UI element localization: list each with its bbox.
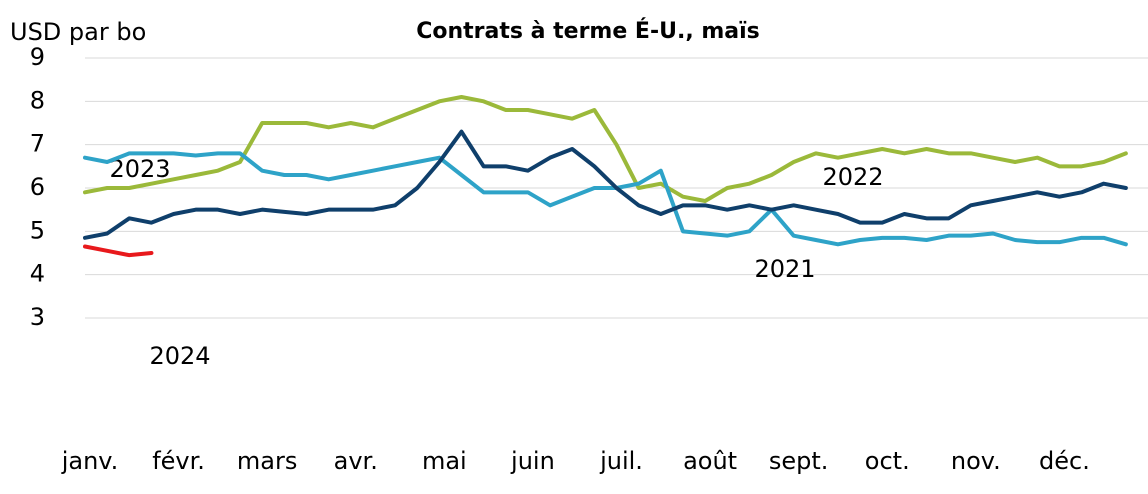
chart-title: Contrats à terme É-U., maïs xyxy=(416,18,760,44)
x-tick-label: avr. xyxy=(334,447,378,475)
y-tick-label: 6 xyxy=(30,173,45,201)
y-tick-label: 8 xyxy=(30,86,45,114)
y-tick-label: 4 xyxy=(30,260,45,288)
series-label: 2022 xyxy=(822,163,883,191)
x-tick-label: août xyxy=(683,447,737,475)
x-tick-label: janv. xyxy=(61,447,119,475)
y-tick-label: 9 xyxy=(30,43,45,71)
series-label: 2021 xyxy=(754,255,815,283)
x-tick-label: mai xyxy=(422,447,467,475)
x-tick-label: mars xyxy=(237,447,297,475)
series-label: 2023 xyxy=(109,155,170,183)
y-tick-label: 3 xyxy=(30,303,45,331)
x-tick-label: juin xyxy=(510,447,555,475)
x-tick-label: sept. xyxy=(769,447,829,475)
x-tick-label: déc. xyxy=(1039,447,1090,475)
x-tick-label: juil. xyxy=(599,447,643,475)
x-tick-label: oct. xyxy=(865,447,910,475)
x-tick-label: févr. xyxy=(152,447,205,475)
series-line xyxy=(83,244,154,258)
y-tick-label: 7 xyxy=(30,130,45,158)
series-line xyxy=(83,129,1128,240)
series-line xyxy=(83,95,1128,203)
x-tick-label: nov. xyxy=(951,447,1001,475)
y-axis-label: USD par bo xyxy=(10,18,146,46)
series-label: 2024 xyxy=(149,342,210,370)
y-tick-label: 5 xyxy=(30,216,45,244)
series-line xyxy=(83,151,1128,247)
